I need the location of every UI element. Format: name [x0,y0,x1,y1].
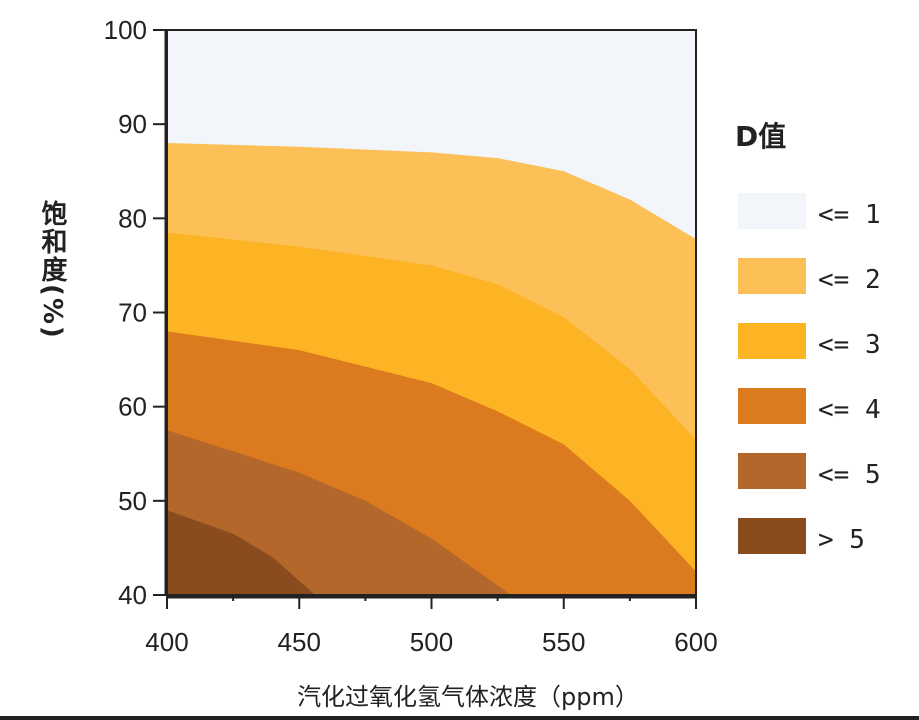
legend-swatch [738,193,806,229]
legend-label: > 5 [818,525,865,555]
contour-region-5 [167,510,316,595]
legend-swatch [738,323,806,359]
legend-swatch [738,388,806,424]
legend-label: <= 3 [818,330,881,360]
x-tick-label: 600 [674,627,717,657]
y-tick-label: 90 [118,109,147,139]
legend-label: <= 5 [818,460,881,490]
x-tick-label: 500 [410,627,453,657]
legend-title: D值 [735,120,786,153]
y-tick-label: 60 [118,392,147,422]
y-axis-label: 饱和度(%) [37,200,67,340]
x-axis-label: 汽化过氧化氢气体浓度（ppm） [297,683,639,711]
x-tick-label: 400 [145,627,188,657]
axes: 40 50 60 70 80 90 100 400 450 500 550 600 [104,15,718,657]
x-tick-label: 450 [278,627,321,657]
y-tick-label: 80 [118,203,147,233]
legend-label: <= 2 [818,265,881,295]
y-tick-label: 100 [104,15,147,45]
legend: D值 <= 1 <= 2 <= 3 <= 4 <= 5 > 5 [735,120,881,555]
divider [0,716,919,720]
plot-area [167,30,696,596]
legend-swatch [738,453,806,489]
x-tick-label: 550 [542,627,585,657]
legend-label: <= 4 [818,395,881,425]
legend-swatch [738,518,806,554]
legend-label: <= 1 [818,200,881,230]
y-tick-label: 50 [118,486,147,516]
legend-swatch [738,258,806,294]
y-tick-label: 40 [118,580,147,610]
y-tick-label: 70 [118,298,147,328]
